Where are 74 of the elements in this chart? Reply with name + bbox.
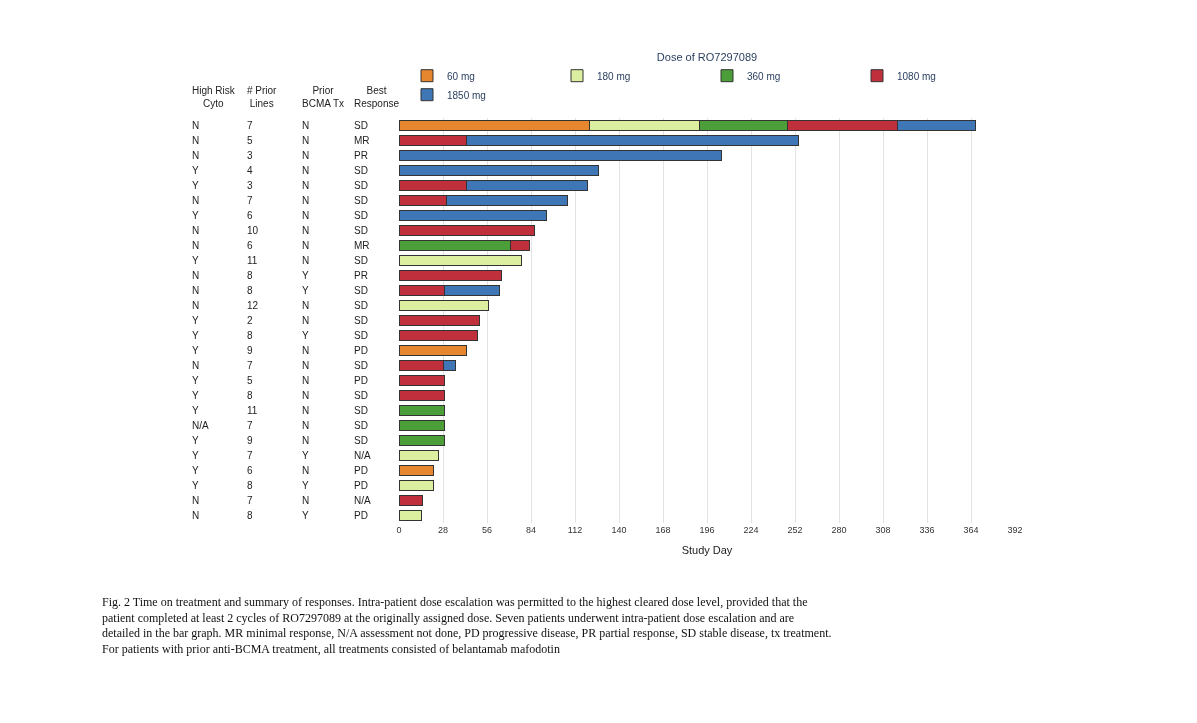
category-label: N 12 N SD — [192, 300, 368, 311]
bar — [399, 495, 424, 506]
bar — [399, 480, 435, 491]
x-tick-label: 392 — [1007, 525, 1023, 535]
bar — [399, 450, 439, 461]
bar — [399, 270, 502, 281]
category-label: N 5 N MR — [192, 135, 370, 146]
x-tick-label: 336 — [919, 525, 935, 535]
text: High Risk Cyto — [192, 85, 236, 109]
category-label: Y 8 Y SD — [192, 330, 368, 341]
legend-label: 1080 mg — [897, 70, 936, 82]
category-label: Y 4 N SD — [192, 165, 368, 176]
bar — [399, 435, 446, 446]
category-label: Y 11 N SD — [192, 255, 368, 266]
category-label: Y 3 N SD — [192, 180, 368, 191]
category-label: Y 9 N PD — [192, 345, 368, 356]
category-label: N 7 N SD — [192, 120, 368, 131]
category-label: N 8 Y PR — [192, 270, 368, 281]
bar — [399, 330, 479, 341]
bar — [399, 225, 535, 236]
bar — [399, 465, 435, 476]
category-label: N 7 N SD — [192, 360, 368, 371]
category-label: N 10 N SD — [192, 225, 368, 236]
category-label: Y 2 N SD — [192, 315, 368, 326]
bar — [399, 165, 600, 176]
category-label: N 8 Y PD — [192, 510, 368, 521]
bar — [399, 420, 446, 431]
x-tick-label: 168 — [655, 525, 671, 535]
x-tick-label: 196 — [699, 525, 715, 535]
category-label: Y 6 N SD — [192, 210, 368, 221]
category-label: N 7 N SD — [192, 195, 368, 206]
bar — [399, 510, 422, 521]
x-tick-label: 28 — [437, 525, 449, 535]
x-tick-label: 84 — [525, 525, 537, 535]
category-label: Y 5 N PD — [192, 375, 368, 386]
x-tick-label: 56 — [481, 525, 493, 535]
bar — [399, 255, 523, 266]
x-tick-label: 280 — [831, 525, 847, 535]
category-label: Y 9 N SD — [192, 435, 368, 446]
legend-label: 360 mg — [747, 70, 781, 82]
x-tick-label: 224 — [743, 525, 759, 535]
x-tick-label: 252 — [787, 525, 803, 535]
text: Best Response — [354, 85, 400, 109]
x-axis-title: Study Day — [681, 544, 733, 557]
legend-label: 180 mg — [597, 70, 631, 82]
category-label: Y 8 Y PD — [192, 480, 368, 491]
category-label: N 8 Y SD — [192, 285, 368, 296]
text: Prior BCMA Tx — [302, 85, 345, 109]
bar — [399, 210, 548, 221]
bar — [399, 345, 468, 356]
x-tick-label: 112 — [567, 525, 583, 535]
bar — [399, 375, 446, 386]
category-label: Y 6 N PD — [192, 465, 368, 476]
x-tick-label: 364 — [963, 525, 979, 535]
legend-title: Dose of RO7297089 — [656, 51, 758, 64]
category-label: Y 7 Y N/A — [192, 450, 371, 461]
legend-label: 1850 mg — [447, 89, 486, 101]
x-tick-label: 140 — [611, 525, 627, 535]
bar — [399, 405, 446, 416]
bar — [399, 315, 480, 326]
legend-label: 60 mg — [447, 70, 475, 82]
caption: Fig. 2 Time on treatment and summary of responses. Intra-patient dose escalation was permitted to the highest cleared dose level, provided that the patient completed at least 2 cycles of RO7297089 at the originally assigned dose. Seven patients underwent intra-patient dose escalation and are detailed in the bar graph. MR minimal response, N/A assessment not done, PD progressive disease, PR partial response, SD stable disease, tx treatment. For patients with prior anti-BCMA treatment, all treatments consisted of belantamab mafodotin — [102, 595, 832, 656]
category-label: N 7 N N/A — [192, 495, 371, 506]
category-label: Y 11 N SD — [192, 405, 368, 416]
category-label: N/A 7 N SD — [192, 420, 368, 431]
category-label: Y 8 N SD — [192, 390, 368, 401]
text: # Prior Lines — [247, 85, 278, 109]
category-label: N 3 N PR — [192, 150, 368, 161]
bar — [399, 150, 722, 161]
x-tick-label: 0 — [396, 525, 402, 535]
bar — [399, 390, 446, 401]
bar — [399, 300, 490, 311]
category-label: N 6 N MR — [192, 240, 370, 251]
x-tick-label: 308 — [875, 525, 891, 535]
